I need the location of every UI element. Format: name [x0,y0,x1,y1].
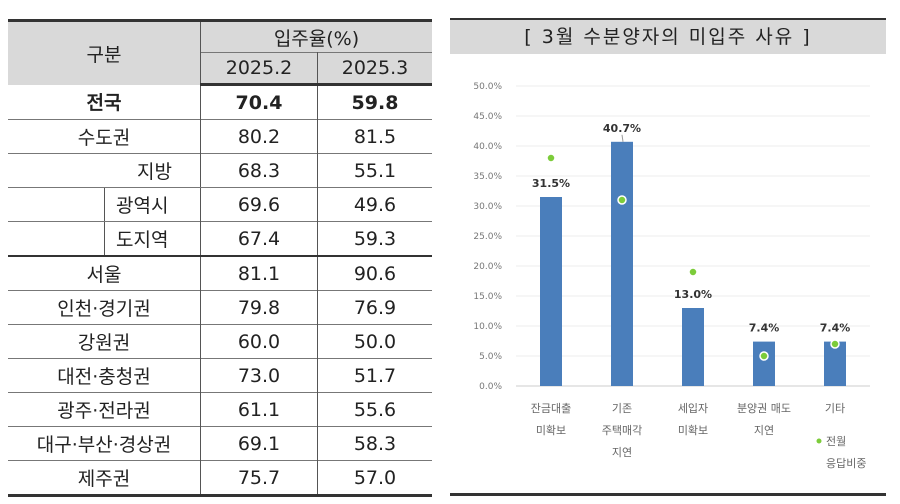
leader-line [621,134,624,142]
y-tick-label: 25.0% [473,232,502,242]
row-value: 80.2 [200,119,318,154]
row-label: 수도권 [8,119,201,154]
row-label: 전국 [8,84,201,120]
row-label: 대구·부산·경상권 [8,426,201,461]
row-value: 79.8 [200,290,318,325]
bar-chart: 0.0% 5.0% 10.0% 15.0% 20.0% 25.0% 30.0% 35.0% 40… [473,82,870,470]
row-value: 49.6 [353,193,397,216]
table-row: 인천·경기권 79.8 76.9 [8,290,432,325]
x-tick-label: 기존 [612,402,632,415]
legend-label: 전월 [826,435,846,448]
y-tick-label: 45.0% [473,112,502,122]
table-row: 전국 70.4 59.8 [8,84,432,120]
y-tick-label: 10.0% [473,322,502,332]
row-value: 59.3 [353,227,397,250]
legend-marker [816,438,822,444]
x-tick-label: 미확보 [678,424,708,437]
row-value: 55.1 [353,159,397,182]
row-label: 제주권 [8,460,201,496]
row-label: 광주·전라권 [8,392,201,427]
row-value: 58.3 [353,432,397,455]
table-row: 대전·충청권 73.0 51.7 [8,358,432,393]
scatter-point [759,351,769,361]
table-row: 광역시 69.6 49.6 [8,187,432,222]
y-tick-label: 35.0% [473,172,502,182]
bar-data-label: 7.4% [749,322,780,335]
row-label: 대전·충청권 [8,358,201,393]
bar [540,197,562,386]
row-value: 69.6 [200,187,318,222]
scatter-point [617,195,627,205]
legend-label: 응답비중 [826,457,866,470]
row-value: 73.0 [200,358,318,393]
row-value: 76.9 [353,296,397,319]
table-row: 제주권 75.7 57.0 [8,460,432,496]
chart-title: [ 3월 수분양자의 미입주 사유 ] [450,18,886,54]
row-value: 75.7 [200,460,318,496]
row-value: 67.4 [200,221,318,256]
row-label: 강원권 [8,324,201,359]
scatter-point [830,339,840,349]
header-period: 2025.2 [200,52,318,86]
x-tick-label: 지연 [754,424,774,437]
row-value: 90.6 [353,262,397,285]
row-value: 70.4 [200,84,318,120]
header-period: 2025.3 [317,52,432,86]
scatter-point [546,153,556,163]
row-value: 50.0 [353,330,397,353]
y-tick-label: 15.0% [473,292,502,302]
bar [753,341,775,386]
row-value: 55.6 [353,398,397,421]
y-tick-label: 30.0% [473,202,502,212]
x-tick-label: 미확보 [536,424,566,437]
divider [450,493,886,496]
table-row: 서울 81.1 90.6 [8,256,432,291]
row-label: 인천·경기권 [8,290,201,325]
row-value: 61.1 [200,392,318,427]
y-tick-label: 0.0% [479,382,502,392]
row-label: 서울 [8,256,201,291]
y-tick-label: 20.0% [473,262,502,272]
bar-data-label: 7.4% [820,322,851,335]
bar [824,341,846,386]
occupancy-rate-table: 구분 입주율(%) 2025.2 2025.3 전국 70.4 59.8 수도권 80.… [8,19,432,497]
bar [682,308,704,386]
table-row: 광주·전라권 61.1 55.6 [8,392,432,427]
x-tick-label: 지연 [612,446,632,459]
row-value: 57.0 [353,466,397,489]
y-tick-label: 40.0% [473,142,502,152]
y-tick-label: 5.0% [479,352,502,362]
row-value: 81.5 [353,125,397,148]
row-label: 지방 [8,153,201,188]
scatter-point [688,267,698,277]
table-row: 수도권 80.2 81.5 [8,119,432,154]
bar-data-label: 31.5% [532,177,570,190]
header-category: 구분 [8,19,201,85]
x-tick-label: 기타 [825,402,845,415]
table-row: 도지역 67.4 59.3 [8,221,432,256]
x-tick-label: 주택매각 [602,424,642,437]
y-tick-label: 50.0% [473,82,502,92]
x-tick-label: 세입자 [678,402,708,415]
row-value: 60.0 [200,324,318,359]
bar-data-label: 40.7% [603,122,641,135]
table-row: 대구·부산·경상권 69.1 58.3 [8,426,432,461]
row-label: 도지역 [8,221,201,256]
row-value: 81.1 [200,256,318,291]
table-row: 강원권 60.0 50.0 [8,324,432,359]
header-group: 입주율(%) [200,19,432,53]
table-row: 지방 68.3 55.1 [8,153,432,188]
bar [611,141,633,386]
row-value: 69.1 [200,426,318,461]
x-tick-label: 분양권 매도 [737,402,791,415]
bar-data-label: 13.0% [674,288,712,301]
x-tick-label: 잔금대출 [531,402,571,415]
row-value: 68.3 [200,153,318,188]
row-label: 광역시 [8,187,201,222]
row-value: 51.7 [353,364,397,387]
row-value: 59.8 [351,91,399,114]
